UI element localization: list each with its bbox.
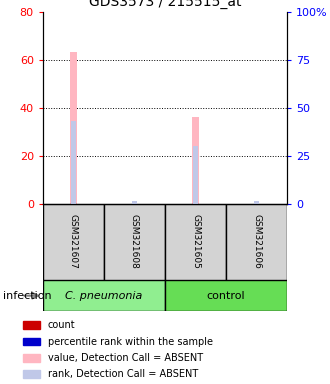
Text: control: control bbox=[207, 291, 246, 301]
Text: rank, Detection Call = ABSENT: rank, Detection Call = ABSENT bbox=[48, 369, 198, 379]
Text: C. pneumonia: C. pneumonia bbox=[65, 291, 143, 301]
Bar bbox=[23, 338, 40, 346]
Text: value, Detection Call = ABSENT: value, Detection Call = ABSENT bbox=[48, 353, 203, 363]
Bar bbox=[43, 280, 165, 311]
Bar bbox=[226, 204, 287, 280]
Text: percentile rank within the sample: percentile rank within the sample bbox=[48, 336, 213, 347]
Bar bbox=[23, 354, 40, 362]
Bar bbox=[43, 204, 104, 280]
Bar bbox=[165, 280, 287, 311]
Bar bbox=[193, 146, 198, 204]
Bar bbox=[23, 321, 40, 329]
Text: GSM321605: GSM321605 bbox=[191, 215, 200, 269]
Bar bbox=[104, 204, 165, 280]
Bar bbox=[23, 370, 40, 378]
Bar bbox=[254, 201, 259, 204]
Text: GSM321608: GSM321608 bbox=[130, 215, 139, 269]
Text: infection: infection bbox=[3, 291, 52, 301]
Title: GDS3573 / 215515_at: GDS3573 / 215515_at bbox=[89, 0, 241, 9]
Text: GSM321606: GSM321606 bbox=[252, 215, 261, 269]
Bar bbox=[70, 52, 77, 204]
Bar bbox=[165, 204, 226, 280]
Bar bbox=[132, 201, 137, 204]
Bar bbox=[71, 121, 76, 204]
Text: GSM321607: GSM321607 bbox=[69, 215, 78, 269]
Text: count: count bbox=[48, 320, 76, 330]
Bar bbox=[192, 117, 199, 204]
